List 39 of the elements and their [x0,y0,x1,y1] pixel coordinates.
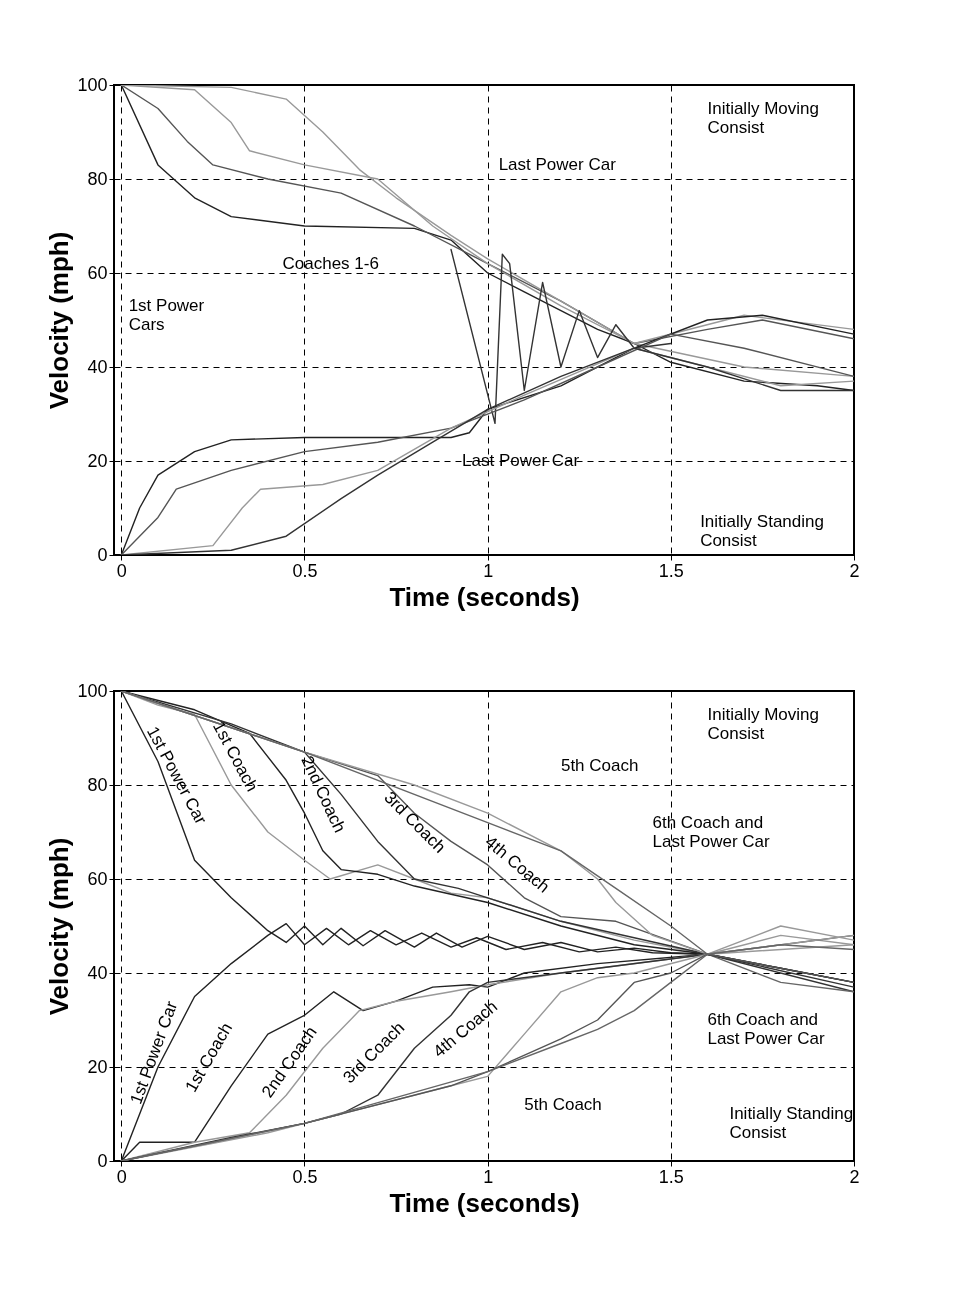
x-axis-title: Time (seconds) [389,1187,580,1218]
annotation: 5th Coach [560,756,639,776]
y-tick-label: 40 [87,356,108,377]
y-tick-label: 0 [97,1150,108,1171]
y-tick-label: 20 [87,1056,108,1077]
x-tick-label: 2 [849,560,860,581]
y-tick-label: 60 [87,262,108,283]
annotation: Coaches 1-6 [282,253,379,273]
y-tick-label: 100 [77,680,108,701]
x-tick-label: 1 [483,1166,494,1187]
annotation: Initially Standing Consist [729,1104,854,1142]
x-tick-label: 0.5 [292,560,318,581]
y-axis-title: Velocity (mph) [44,837,75,1016]
x-tick-label: 0.5 [292,1166,318,1187]
annotation: 1st Power Car [126,998,182,1107]
y-tick-label: 80 [87,168,108,189]
x-tick-label: 1.5 [658,1166,684,1187]
annotation: Initially Moving Consist [707,98,819,137]
x-tick-label: 1.5 [658,560,684,581]
y-axis-title: Velocity (mph) [44,231,75,410]
y-tick-label: 80 [87,774,108,795]
annotation: Initially Standing Consist [700,512,824,551]
y-tick-label: 100 [77,74,108,95]
annotation: Last Power Car [498,154,617,174]
x-tick-label: 2 [849,1166,860,1187]
annotation: 6th Coach and Last Power Car [652,812,771,851]
y-tick-label: 40 [87,962,108,983]
x-axis-title: Time (seconds) [389,581,580,612]
x-tick-label: 0 [116,560,127,581]
y-tick-label: 60 [87,868,108,889]
annotation: 1st Power Cars [128,295,205,334]
x-tick-label: 0 [116,1166,127,1187]
annotation: 6th Coach and Last Power Car [707,1010,825,1048]
annotation: 5th Coach [524,1094,602,1114]
annotation: 2nd Coach [297,752,350,836]
y-tick-label: 20 [87,450,108,471]
y-tick-label: 0 [97,544,108,565]
x-tick-label: 1 [483,560,494,581]
annotation: Initially Moving Consist [707,704,819,743]
